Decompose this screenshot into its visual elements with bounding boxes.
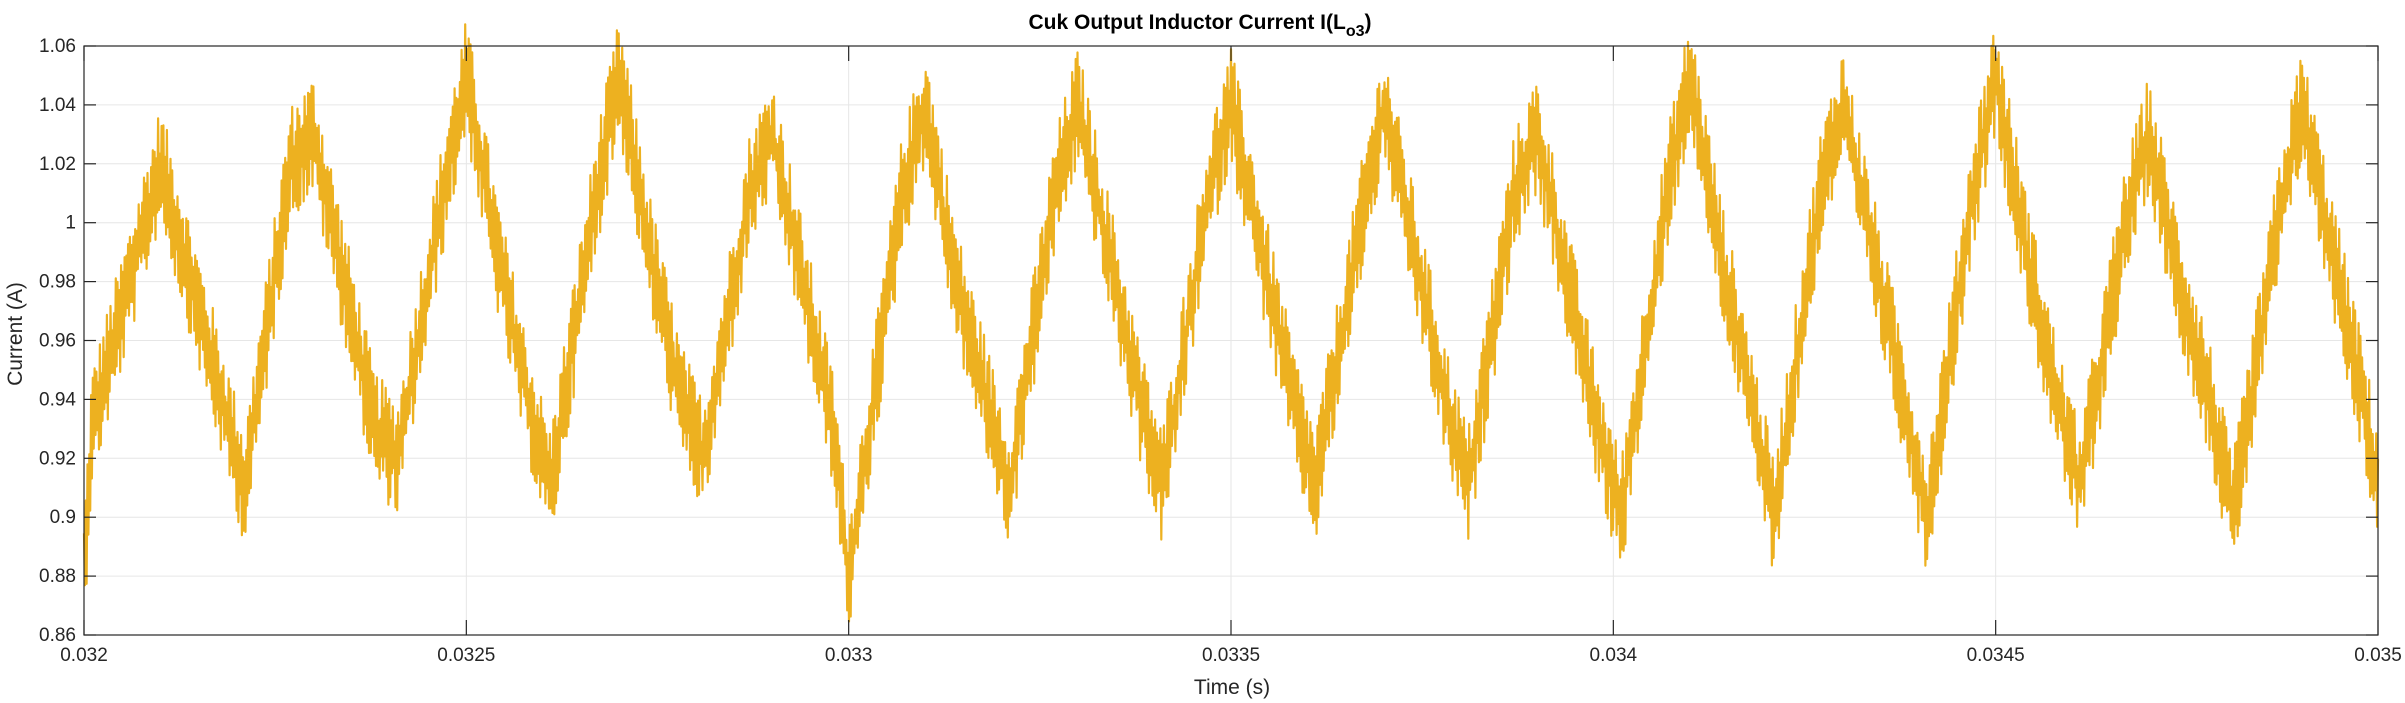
- x-tick-label: 0.0335: [1202, 645, 1260, 666]
- y-tick-label: 0.88: [39, 566, 76, 587]
- x-tick-label: 0.0345: [1967, 645, 2025, 666]
- chart-title-main: Cuk Output Inductor Current I(L: [1029, 11, 1346, 34]
- y-axis-label: Current (A): [4, 282, 27, 386]
- y-tick-label: 0.86: [39, 625, 76, 646]
- chart-title: Cuk Output Inductor Current I(Lo3): [1029, 11, 1372, 40]
- axis-ticks: [83, 45, 2379, 636]
- y-tick-label: 1: [65, 213, 76, 234]
- x-tick-label: 0.035: [2354, 645, 2402, 666]
- y-tick-label: 1.04: [39, 95, 76, 116]
- y-tick-label: 0.94: [39, 389, 76, 410]
- x-tick-labels: 0.032 0.0325 0.033 0.0335 0.034 0.0345 0.035: [60, 645, 2402, 666]
- y-tick-label: 1.06: [39, 36, 76, 57]
- x-tick-label: 0.0325: [437, 645, 495, 666]
- y-tick-label: 0.98: [39, 272, 76, 293]
- x-tick-label: 0.033: [825, 645, 873, 666]
- y-tick-label: 0.92: [39, 448, 76, 469]
- x-tick-label: 0.034: [1590, 645, 1638, 666]
- y-tick-labels: 0.86 0.88 0.9 0.92 0.94 0.96 0.98 1 1.02 1.04 1.06: [39, 36, 76, 646]
- x-axis-label: Time (s): [1194, 676, 1270, 699]
- chart-title-close: ): [1364, 11, 1371, 34]
- y-tick-label: 0.96: [39, 331, 76, 352]
- x-tick-label: 0.032: [60, 645, 108, 666]
- y-tick-label: 1.02: [39, 154, 76, 175]
- y-tick-label: 0.9: [50, 507, 76, 528]
- chart-title-subscript: o3: [1346, 23, 1365, 40]
